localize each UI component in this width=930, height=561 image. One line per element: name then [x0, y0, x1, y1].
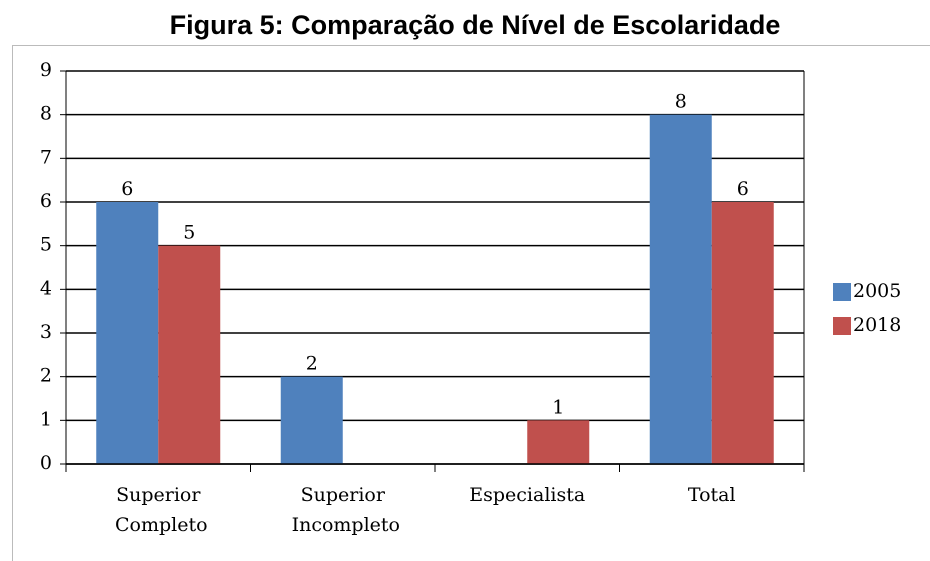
chart-title: Figura 5: Comparação de Nível de Escolar… [170, 10, 781, 40]
bar [711, 202, 774, 464]
y-tick-label: 2 [40, 365, 52, 387]
bar [649, 114, 712, 465]
bar [280, 376, 343, 464]
y-tick-label: 0 [40, 452, 52, 474]
data-label: 8 [675, 91, 687, 113]
x-tick-label: Total [688, 484, 736, 506]
legend-label: 2018 [853, 314, 901, 336]
data-label: 5 [183, 222, 195, 244]
x-tick-label: Superior Incompleto [286, 484, 400, 536]
legend-swatch [833, 283, 851, 301]
y-tick-label: 5 [40, 234, 52, 256]
y-tick-label: 7 [40, 146, 52, 168]
y-tick-label: 3 [40, 321, 52, 343]
x-tick-label: Especialista [469, 484, 585, 506]
y-tick-label: 8 [40, 103, 52, 125]
legend-label: 2005 [853, 280, 901, 302]
bar [96, 202, 159, 464]
bar [527, 420, 590, 464]
data-label: 6 [121, 178, 133, 200]
data-label: 6 [737, 178, 749, 200]
y-tick-label: 9 [40, 59, 52, 81]
legend-swatch [833, 317, 851, 335]
y-tick-label: 1 [40, 408, 52, 430]
data-label: 1 [552, 396, 564, 418]
bar [158, 245, 221, 464]
data-label: 2 [306, 353, 318, 375]
y-tick-label: 6 [40, 190, 52, 212]
y-tick-label: 4 [40, 277, 52, 299]
x-tick-label: Superior Completo [109, 484, 208, 536]
